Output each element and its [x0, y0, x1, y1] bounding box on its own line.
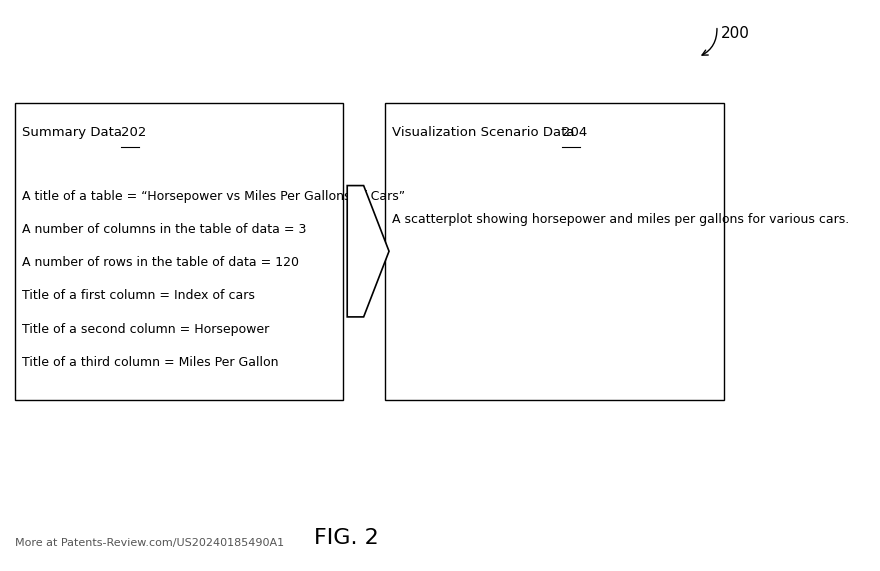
- Text: Summary Data: Summary Data: [22, 126, 127, 139]
- Text: FIG. 2: FIG. 2: [313, 528, 378, 548]
- Text: Title of a second column = Horsepower: Title of a second column = Horsepower: [22, 323, 269, 336]
- Text: Visualization Scenario Data: Visualization Scenario Data: [392, 126, 579, 139]
- Text: More at Patents-Review.com/US20240185490A1: More at Patents-Review.com/US20240185490…: [15, 538, 284, 548]
- Text: A title of a table = “Horsepower vs Miles Per Gallons of Cars”: A title of a table = “Horsepower vs Mile…: [22, 190, 406, 203]
- Text: A scatterplot showing horsepower and miles per gallons for various cars.: A scatterplot showing horsepower and mil…: [392, 214, 849, 226]
- Bar: [15, 103, 343, 400]
- Text: Title of a first column = Index of cars: Title of a first column = Index of cars: [22, 289, 255, 303]
- Text: 204: 204: [562, 126, 588, 139]
- Text: Title of a third column = Miles Per Gallon: Title of a third column = Miles Per Gall…: [22, 356, 279, 369]
- Bar: [385, 103, 724, 400]
- Text: 202: 202: [121, 126, 146, 139]
- Text: 200: 200: [721, 26, 750, 41]
- Text: A number of rows in the table of data = 120: A number of rows in the table of data = …: [22, 256, 299, 270]
- Text: A number of columns in the table of data = 3: A number of columns in the table of data…: [22, 223, 307, 236]
- Polygon shape: [348, 186, 389, 317]
